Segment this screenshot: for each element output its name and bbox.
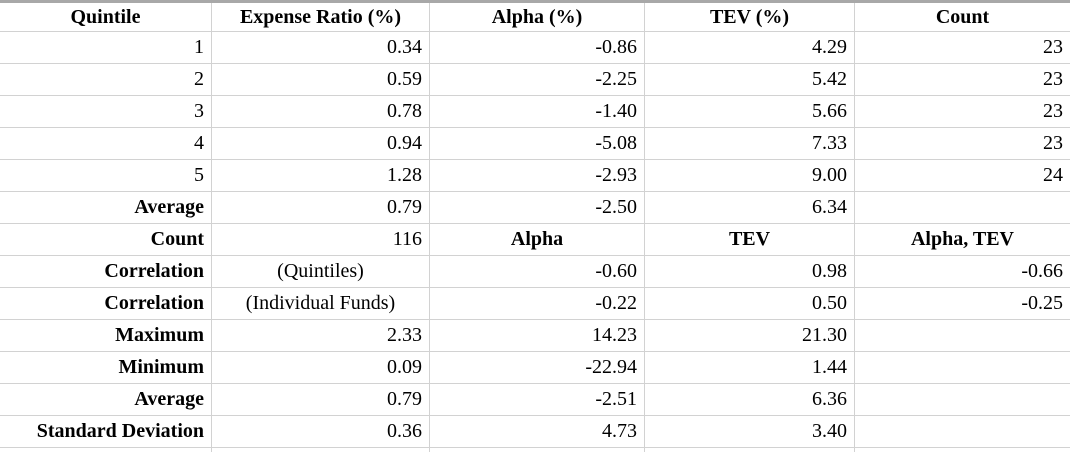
row-label-count[interactable]: Count [0, 224, 212, 255]
table-cell[interactable]: 116 [212, 224, 430, 255]
table-cell[interactable] [855, 384, 1070, 415]
table-cell[interactable] [645, 448, 855, 452]
table-cell[interactable]: 14.23 [430, 320, 645, 351]
table-cell[interactable]: -2.25 [430, 64, 645, 95]
table-cell[interactable]: -22.94 [430, 352, 645, 383]
table-cell[interactable]: TEV [645, 224, 855, 255]
table-cell[interactable]: 24 [1043, 164, 1063, 186]
table-row: Count 116 Alpha TEV Alpha, TEV [0, 224, 1070, 256]
column-header-expense-ratio[interactable]: Expense Ratio (%) [212, 3, 430, 31]
table-row: Minimum 0.09 -22.94 1.44 [0, 352, 1070, 384]
table-cell[interactable]: 0.79 [212, 192, 430, 223]
table-cell[interactable]: 4.29 [645, 32, 855, 63]
table-cell[interactable]: 23 [1043, 36, 1063, 58]
table-cell[interactable]: 23 [1043, 100, 1063, 122]
table-cell[interactable] [855, 448, 1070, 452]
table-cell[interactable]: 0.59 [212, 64, 430, 95]
row-label-minimum[interactable]: Minimum [0, 352, 212, 383]
table-cell[interactable]: Alpha, TEV [910, 228, 1014, 250]
table-row: 2 0.59 -2.25 5.42 23 [0, 64, 1070, 96]
table-cell[interactable]: 23 [1043, 68, 1063, 90]
table-cell[interactable]: 9.00 [645, 160, 855, 191]
table-row: Standard Deviation 0.36 4.73 3.40 [0, 416, 1070, 448]
table-cell[interactable]: 0.94 [212, 128, 430, 159]
table-cell[interactable]: 1.28 [212, 160, 430, 191]
cutoff-row [0, 448, 1070, 452]
table-cell[interactable] [212, 448, 430, 452]
table-cell[interactable]: 7.33 [645, 128, 855, 159]
table-cell[interactable] [855, 416, 1070, 447]
table-cell[interactable]: 1.44 [645, 352, 855, 383]
column-header-count[interactable]: Count [935, 6, 990, 28]
table-row: Average 0.79 -2.51 6.36 [0, 384, 1070, 416]
table-cell[interactable]: 2 [0, 64, 212, 95]
table-cell[interactable]: 6.36 [645, 384, 855, 415]
table-cell[interactable]: 3.40 [645, 416, 855, 447]
table-cell[interactable]: 21.30 [645, 320, 855, 351]
column-header-quintile[interactable]: Quintile [0, 3, 212, 31]
table-row: 1 0.34 -0.86 4.29 23 [0, 32, 1070, 64]
table-cell[interactable]: 4 [0, 128, 212, 159]
table-cell[interactable]: 5.42 [645, 64, 855, 95]
table-cell[interactable]: 0.98 [645, 256, 855, 287]
table-cell[interactable]: -5.08 [430, 128, 645, 159]
table-cell[interactable]: (Individual Funds) [212, 288, 430, 319]
table-cell[interactable] [855, 192, 1070, 223]
column-header-alpha[interactable]: Alpha (%) [430, 3, 645, 31]
table-cell[interactable]: -2.51 [430, 384, 645, 415]
table-cell[interactable]: 0.36 [212, 416, 430, 447]
table-row: Maximum 2.33 14.23 21.30 [0, 320, 1070, 352]
table-cell[interactable]: 5.66 [645, 96, 855, 127]
table-row: Correlation (Individual Funds) -0.22 0.50 -0… [0, 288, 1070, 320]
table-cell[interactable]: 5 [0, 160, 212, 191]
table-cell[interactable]: 23 [1043, 132, 1063, 154]
table-cell[interactable]: -0.66 [1021, 260, 1063, 282]
table-cell[interactable]: -0.25 [1021, 292, 1063, 314]
table-cell[interactable]: 6.34 [645, 192, 855, 223]
table-cell[interactable] [0, 448, 212, 452]
row-label-average[interactable]: Average [0, 384, 212, 415]
table-cell[interactable] [855, 352, 1070, 383]
table-row: Correlation (Quintiles) -0.60 0.98 -0.66 [0, 256, 1070, 288]
table-cell[interactable]: 0.79 [212, 384, 430, 415]
row-label-average[interactable]: Average [0, 192, 212, 223]
header-row: Quintile Expense Ratio (%) Alpha (%) TEV (%… [0, 3, 1070, 32]
table-cell[interactable]: 3 [0, 96, 212, 127]
table-row: 5 1.28 -2.93 9.00 24 [0, 160, 1070, 192]
table-cell[interactable]: 2.33 [212, 320, 430, 351]
row-label-correlation[interactable]: Correlation [0, 256, 212, 287]
row-label-standard-deviation[interactable]: Standard Deviation [0, 416, 212, 447]
table-row: 3 0.78 -1.40 5.66 23 [0, 96, 1070, 128]
table-cell[interactable]: -2.50 [430, 192, 645, 223]
table-cell[interactable]: 1 [0, 32, 212, 63]
table-row: Average 0.79 -2.50 6.34 [0, 192, 1070, 224]
table-cell[interactable]: 0.78 [212, 96, 430, 127]
row-label-maximum[interactable]: Maximum [0, 320, 212, 351]
table-cell[interactable]: -1.40 [430, 96, 645, 127]
table-row: 4 0.94 -5.08 7.33 23 [0, 128, 1070, 160]
table-cell[interactable]: -0.22 [430, 288, 645, 319]
table-cell[interactable]: 4.73 [430, 416, 645, 447]
row-label-correlation[interactable]: Correlation [0, 288, 212, 319]
table-cell[interactable]: Alpha [430, 224, 645, 255]
table-cell[interactable] [855, 320, 1070, 351]
table-cell[interactable]: (Quintiles) [212, 256, 430, 287]
table-cell[interactable]: -0.86 [430, 32, 645, 63]
table-cell[interactable]: -2.93 [430, 160, 645, 191]
table-cell[interactable]: 0.50 [645, 288, 855, 319]
table-cell[interactable] [430, 448, 645, 452]
table-cell[interactable]: 0.09 [212, 352, 430, 383]
column-header-tev[interactable]: TEV (%) [645, 3, 855, 31]
table-cell[interactable]: 0.34 [212, 32, 430, 63]
table-cell[interactable]: -0.60 [430, 256, 645, 287]
